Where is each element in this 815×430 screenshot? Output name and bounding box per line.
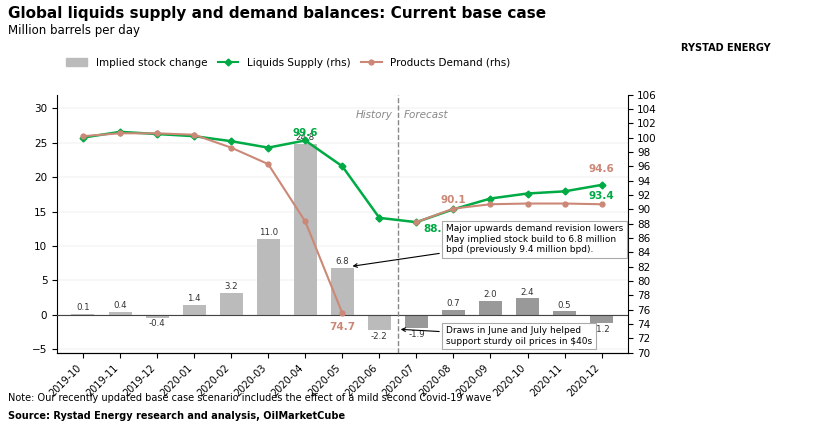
Bar — [590, 315, 613, 323]
Bar — [368, 315, 391, 330]
Bar — [293, 144, 317, 315]
Legend: Implied stock change, Liquids Supply (rhs), Products Demand (rhs): Implied stock change, Liquids Supply (rh… — [62, 53, 514, 72]
Text: 99.6: 99.6 — [293, 128, 318, 138]
Text: 24.8: 24.8 — [296, 133, 315, 142]
Bar — [442, 310, 465, 315]
Bar — [331, 268, 354, 315]
Text: 0.5: 0.5 — [557, 301, 571, 310]
Text: Source: Rystad Energy research and analysis, OilMarketCube: Source: Rystad Energy research and analy… — [8, 411, 346, 421]
Text: 0.7: 0.7 — [447, 299, 460, 308]
Bar — [553, 311, 576, 315]
Text: 0.1: 0.1 — [76, 303, 90, 312]
Text: History: History — [355, 110, 392, 120]
Text: 1.4: 1.4 — [187, 295, 201, 304]
Text: 11.0: 11.0 — [258, 228, 278, 237]
Bar — [108, 312, 131, 315]
Text: 2.4: 2.4 — [521, 288, 535, 297]
Bar — [479, 301, 502, 315]
Text: 3.2: 3.2 — [224, 282, 238, 291]
Text: -1.2: -1.2 — [593, 325, 610, 334]
Bar — [183, 305, 205, 315]
Text: Global liquids supply and demand balances: Current base case: Global liquids supply and demand balance… — [8, 6, 546, 22]
Text: -1.9: -1.9 — [408, 329, 425, 338]
Text: -0.4: -0.4 — [148, 319, 165, 328]
Text: Draws in June and July helped
support sturdy oil prices in $40s: Draws in June and July helped support st… — [402, 326, 593, 346]
Text: 94.6: 94.6 — [588, 164, 615, 174]
Bar — [516, 298, 539, 315]
Text: 0.4: 0.4 — [113, 301, 127, 310]
Bar — [72, 314, 95, 315]
Text: Major upwards demand revision lowers
May implied stock build to 6.8 million
bpd : Major upwards demand revision lowers May… — [354, 224, 623, 267]
Text: -2.2: -2.2 — [371, 332, 388, 341]
Text: 6.8: 6.8 — [336, 257, 349, 266]
Text: 88.2: 88.2 — [424, 224, 450, 234]
Text: Forecast: Forecast — [403, 110, 448, 120]
Bar — [257, 239, 280, 315]
Text: RYSTAD ENERGY: RYSTAD ENERGY — [681, 43, 770, 53]
Text: Note: Our recently updated base case scenario includes the effect of a mild seco: Note: Our recently updated base case sce… — [8, 393, 491, 403]
Bar — [220, 293, 243, 315]
Bar — [146, 315, 169, 317]
Text: 90.1: 90.1 — [441, 195, 466, 205]
Text: 93.4: 93.4 — [588, 190, 615, 201]
Text: 74.7: 74.7 — [329, 322, 355, 332]
Text: 2.0: 2.0 — [483, 290, 497, 299]
Bar — [405, 315, 428, 328]
Text: Million barrels per day: Million barrels per day — [8, 24, 140, 37]
